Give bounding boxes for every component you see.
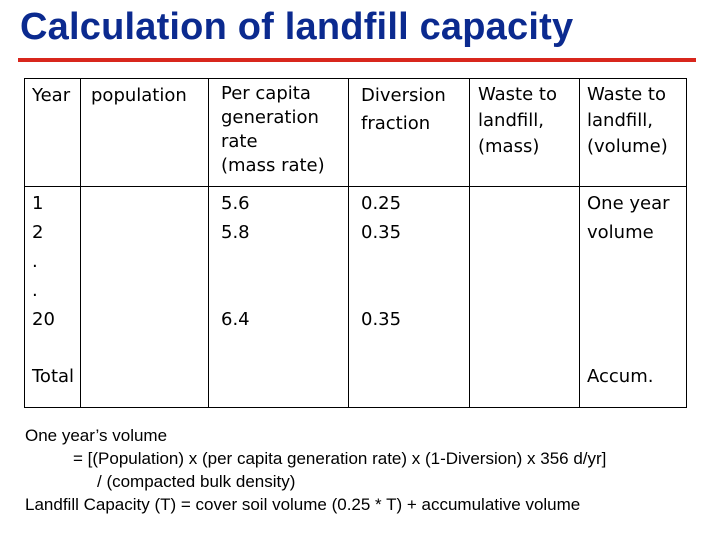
note-line-formula: = [(Population) x (per capita generation… bbox=[73, 449, 607, 468]
formula-notes: One year’s volume = [(Population) x (per… bbox=[25, 424, 715, 516]
header-population: population bbox=[91, 85, 187, 106]
diversion-values: 0.25 0.35 0.35 bbox=[361, 193, 402, 330]
column-divider bbox=[579, 79, 580, 407]
capacity-table: Year population Per capita generation ra… bbox=[24, 78, 687, 408]
title-underline bbox=[18, 58, 696, 62]
header-year: Year bbox=[32, 85, 71, 106]
year-values: 1 2 . . 20 bbox=[32, 193, 55, 330]
column-divider bbox=[80, 79, 81, 407]
column-divider bbox=[469, 79, 470, 407]
note-line-one-year: One year’s volume bbox=[25, 426, 168, 445]
header-waste-volume: Waste to landfill, (volume) bbox=[587, 84, 668, 157]
slide-title: Calculation of landfill capacity bbox=[20, 6, 574, 48]
column-divider bbox=[208, 79, 209, 407]
note-line-density: / (compacted bulk density) bbox=[97, 472, 296, 491]
waste-volume-values: One year volume bbox=[587, 193, 670, 243]
total-label: Total bbox=[32, 366, 75, 387]
header-divider bbox=[25, 186, 686, 187]
column-divider bbox=[348, 79, 349, 407]
header-per-capita-rate: Per capita generation rate (mass rate) bbox=[221, 83, 325, 176]
per-capita-values: 5.6 5.8 6.4 bbox=[221, 193, 250, 330]
note-line-capacity: Landfill Capacity (T) = cover soil volum… bbox=[25, 495, 581, 514]
header-diversion-fraction: Diversion fraction bbox=[361, 85, 446, 134]
accumulated-label: Accum. bbox=[587, 366, 654, 387]
header-waste-mass: Waste to landfill, (mass) bbox=[478, 84, 557, 157]
